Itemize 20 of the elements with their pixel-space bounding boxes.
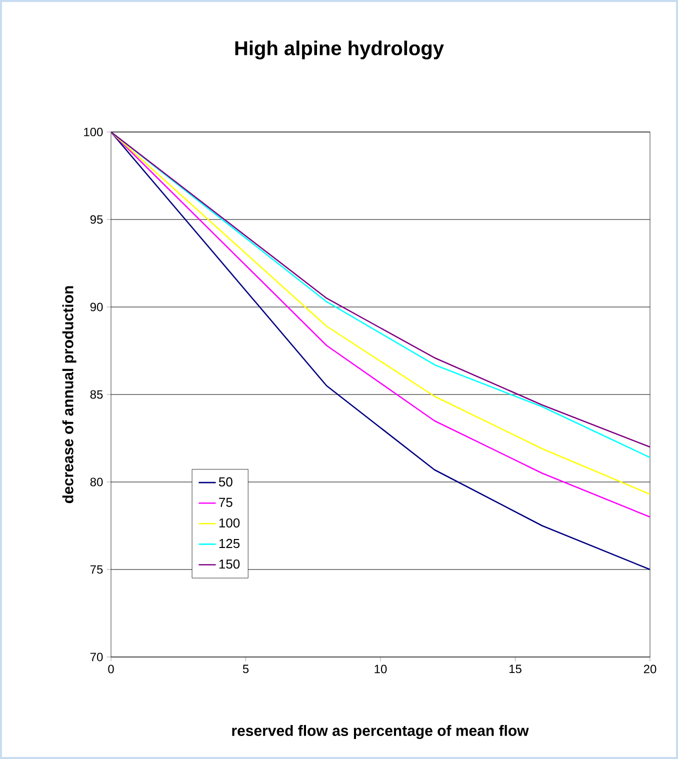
x-tick-label: 20 xyxy=(644,664,656,674)
legend-label: 75 xyxy=(219,498,232,507)
x-tick-label: 15 xyxy=(509,664,522,674)
legend-label: 125 xyxy=(219,538,240,548)
y-tick-label: 100 xyxy=(84,128,103,136)
legend-label: 50 xyxy=(218,477,232,486)
y-tick-label: 90 xyxy=(90,302,103,312)
legend-label: 100 xyxy=(219,518,240,528)
y-tick-label: 75 xyxy=(90,565,103,574)
x-tick-label: 5 xyxy=(242,664,249,674)
y-tick-label: 85 xyxy=(90,390,103,399)
x-tick-label: 0 xyxy=(108,664,114,674)
legend-label: 150 xyxy=(219,559,240,569)
x-axis-title: reserved flow as percentage of mean flow xyxy=(232,724,529,740)
y-tick-label: 70 xyxy=(90,652,103,662)
x-tick-label: 10 xyxy=(374,664,387,674)
y-axis-title: decrease of annual production xyxy=(62,286,76,504)
chart-title: High alpine hydrology xyxy=(235,40,444,60)
y-tick-label: 95 xyxy=(90,215,103,224)
y-tick-label: 80 xyxy=(90,478,103,486)
